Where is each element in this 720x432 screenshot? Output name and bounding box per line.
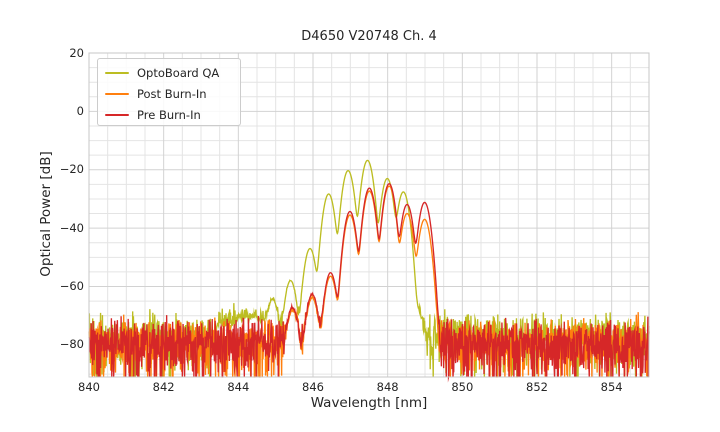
legend: OptoBoard QA Post Burn-In Pre Burn-In [97,58,241,126]
legend-line-swatch-post-burn-in [105,92,129,95]
legend-item-post-burn-in: Post Burn-In [98,83,240,104]
legend-item-optoboard-qa: OptoBoard QA [98,62,240,83]
x-tick-label: 850 [451,380,474,394]
y-tick-label: −60 [59,279,84,293]
x-tick-label: 854 [600,380,623,394]
x-tick-label: 842 [152,380,175,394]
legend-label: OptoBoard QA [137,65,220,80]
chart-title: D4650 V20748 Ch. 4 [301,29,437,44]
y-tick-label: −40 [59,220,84,235]
x-tick-label: 852 [526,380,548,394]
x-tick-label: 840 [78,380,100,394]
legend-label: Pre Burn-In [137,107,201,122]
x-tick-label: 848 [376,380,399,394]
legend-line-swatch-optoboard-qa [105,71,129,74]
x-axis-label: Wavelength [nm] [310,395,428,411]
legend-line-swatch-pre-burn-in [105,113,129,116]
y-tick-label: 0 [76,103,84,118]
legend-label: Post Burn-In [137,86,207,101]
y-tick-label: −80 [59,337,84,352]
x-tick-label: 844 [227,380,250,394]
x-tick-label: 846 [302,380,324,394]
y-tick-label: −20 [59,162,84,177]
y-tick-label: 20 [69,45,84,60]
legend-item-pre-burn-in: Pre Burn-In [98,104,240,125]
